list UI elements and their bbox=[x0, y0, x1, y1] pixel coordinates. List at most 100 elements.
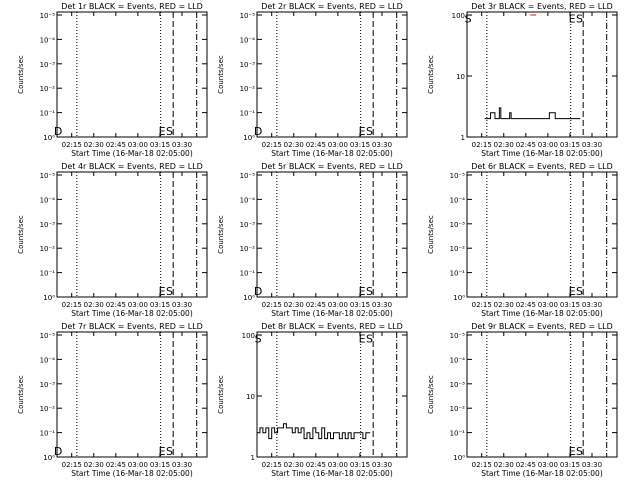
plot-frame bbox=[256, 11, 408, 138]
y-tick-label: 10⁻⁴ bbox=[450, 196, 466, 204]
y-tick-label: 10⁻⁴ bbox=[450, 356, 466, 364]
event-marker: E bbox=[359, 285, 366, 298]
y-tick-label: 10⁰ bbox=[43, 134, 55, 142]
y-tick-label: 10⁻² bbox=[40, 85, 56, 93]
event-marker: E bbox=[569, 445, 576, 458]
event-marker: S bbox=[366, 285, 373, 298]
y-tick-label: 10⁻⁴ bbox=[240, 36, 256, 44]
plot-frame bbox=[56, 171, 208, 298]
x-tick-label: 03:30 bbox=[582, 461, 602, 469]
y-tick-label: 10⁻² bbox=[40, 405, 56, 413]
event-marker: S bbox=[166, 285, 173, 298]
detector-panel: Det 1r BLACK = Events, RED = LLD 10⁰ 10⁻¹ 1… bbox=[17, 2, 208, 158]
event-marker: D bbox=[54, 445, 62, 458]
plot-frame bbox=[466, 171, 618, 298]
x-axis-label: Start Time (16-Mar-18 02:05:00) bbox=[271, 469, 393, 478]
x-axis-label: Start Time (16-Mar-18 02:05:00) bbox=[481, 469, 603, 478]
y-axis-label: Counts/sec bbox=[217, 55, 225, 94]
event-marker: S bbox=[255, 332, 262, 345]
detector-panel: Det 8r BLACK = Events, RED = LLD 1 10 100 Co… bbox=[217, 322, 408, 478]
y-axis-label: Counts/sec bbox=[217, 215, 225, 254]
event-marker: E bbox=[569, 12, 576, 25]
detector-panel: Det 3r BLACK = Events, RED = LLD 1 10 100 Co… bbox=[427, 2, 618, 158]
x-tick-label: 03:15 bbox=[150, 141, 170, 149]
detector-panel: Det 6r BLACK = Events, RED = LLD 10⁰ 10⁻¹ 1… bbox=[427, 162, 618, 318]
x-tick-label: 02:45 bbox=[106, 461, 126, 469]
x-tick-label: 02:45 bbox=[306, 141, 326, 149]
x-tick-label: 02:45 bbox=[516, 461, 536, 469]
event-marker: S bbox=[366, 125, 373, 138]
x-tick-label: 03:15 bbox=[150, 461, 170, 469]
x-axis-label: Start Time (16-Mar-18 02:05:00) bbox=[481, 149, 603, 158]
x-axis-label: Start Time (16-Mar-18 02:05:00) bbox=[71, 469, 193, 478]
x-tick-label: 03:00 bbox=[328, 301, 348, 309]
x-tick-label: 02:30 bbox=[84, 461, 104, 469]
event-marker: S bbox=[576, 12, 583, 25]
y-tick-label: 10⁻⁵ bbox=[450, 332, 466, 340]
plot-frame bbox=[56, 331, 208, 458]
x-tick-label: 03:15 bbox=[150, 301, 170, 309]
y-tick-label: 10⁻⁵ bbox=[40, 332, 56, 340]
panel-title: Det 2r BLACK = Events, RED = LLD bbox=[261, 2, 403, 11]
detector-panel: Det 9r BLACK = Events, RED = LLD 10⁰ 10⁻¹ 1… bbox=[427, 322, 618, 478]
y-tick-label: 10⁻¹ bbox=[40, 270, 56, 278]
y-tick-label: 10⁻³ bbox=[40, 381, 56, 389]
event-marker: E bbox=[159, 445, 166, 458]
y-tick-label: 10⁻² bbox=[240, 245, 256, 253]
event-marker: S bbox=[366, 332, 373, 345]
plot-frame bbox=[256, 171, 408, 298]
panel-title: Det 5r BLACK = Events, RED = LLD bbox=[261, 162, 403, 171]
x-axis-label: Start Time (16-Mar-18 02:05:00) bbox=[481, 309, 603, 318]
x-tick-label: 02:30 bbox=[284, 141, 304, 149]
y-tick-label: 10⁻² bbox=[240, 85, 256, 93]
x-tick-label: 03:30 bbox=[172, 461, 192, 469]
y-tick-label: 10⁻³ bbox=[240, 61, 256, 69]
y-tick-label: 100 bbox=[242, 332, 255, 340]
event-marker: D bbox=[254, 285, 262, 298]
x-tick-label: 02:45 bbox=[516, 141, 536, 149]
y-tick-label: 10⁻⁴ bbox=[40, 196, 56, 204]
detector-panel: Det 4r BLACK = Events, RED = LLD 10⁰ 10⁻¹ 1… bbox=[17, 162, 208, 318]
x-tick-label: 03:00 bbox=[128, 141, 148, 149]
x-tick-label: 02:15 bbox=[472, 301, 492, 309]
y-tick-label: 10⁻³ bbox=[450, 221, 466, 229]
x-tick-label: 02:30 bbox=[84, 141, 104, 149]
y-tick-label: 10⁻² bbox=[450, 405, 466, 413]
x-tick-label: 03:30 bbox=[172, 141, 192, 149]
y-tick-label: 100 bbox=[452, 12, 465, 20]
x-tick-label: 03:30 bbox=[582, 301, 602, 309]
x-tick-label: 03:30 bbox=[372, 141, 392, 149]
y-tick-label: 10⁻³ bbox=[40, 61, 56, 69]
x-tick-label: 03:00 bbox=[538, 301, 558, 309]
x-tick-label: 02:15 bbox=[262, 301, 282, 309]
y-tick-label: 10⁻⁴ bbox=[40, 356, 56, 364]
y-tick-label: 1 bbox=[461, 134, 465, 142]
plot-frame bbox=[466, 11, 618, 138]
x-tick-label: 02:45 bbox=[106, 301, 126, 309]
x-tick-label: 03:30 bbox=[372, 301, 392, 309]
event-marker: E bbox=[359, 332, 366, 345]
y-tick-label: 10⁻⁵ bbox=[240, 12, 256, 20]
panel-title: Det 7r BLACK = Events, RED = LLD bbox=[61, 322, 203, 331]
y-tick-label: 10⁻⁵ bbox=[40, 172, 56, 180]
event-marker: D bbox=[254, 125, 262, 138]
y-tick-label: 10⁻² bbox=[450, 245, 466, 253]
event-marker: E bbox=[359, 125, 366, 138]
y-axis-label: Counts/sec bbox=[427, 215, 435, 254]
detector-panel: Det 2r BLACK = Events, RED = LLD 10⁰ 10⁻¹ 1… bbox=[217, 2, 408, 158]
plot-frame bbox=[56, 11, 208, 138]
x-tick-label: 02:30 bbox=[494, 301, 514, 309]
x-tick-label: 03:15 bbox=[350, 141, 370, 149]
detector-panel: Det 5r BLACK = Events, RED = LLD 10⁰ 10⁻¹ 1… bbox=[217, 162, 408, 318]
event-marker: E bbox=[159, 285, 166, 298]
data-series bbox=[257, 423, 371, 440]
y-tick-label: 10⁰ bbox=[43, 454, 55, 462]
y-tick-label: 10 bbox=[246, 393, 255, 401]
y-tick-label: 10⁻¹ bbox=[240, 270, 256, 278]
x-tick-label: 03:30 bbox=[172, 301, 192, 309]
x-tick-label: 03:30 bbox=[372, 461, 392, 469]
y-tick-label: 10⁻¹ bbox=[450, 270, 466, 278]
x-tick-label: 03:00 bbox=[128, 461, 148, 469]
y-tick-label: 10⁰ bbox=[243, 294, 255, 302]
x-tick-label: 02:30 bbox=[284, 461, 304, 469]
